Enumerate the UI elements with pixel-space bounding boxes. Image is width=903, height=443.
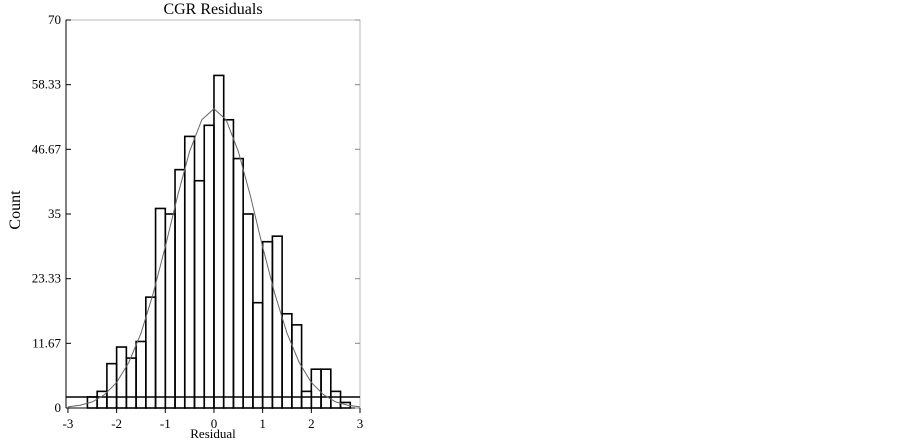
x-tick-label: -2 [111, 416, 122, 431]
y-axis-label: Count [7, 190, 24, 230]
histogram-bar [300, 390, 313, 409]
histogram-bar [252, 301, 264, 409]
y-tick-label: 46.67 [32, 141, 62, 156]
histogram-bar [213, 74, 225, 409]
histogram-bar [193, 179, 206, 409]
histogram-bar [329, 390, 342, 409]
histogram-bar [222, 118, 235, 409]
plot-frame [65, 19, 361, 409]
x-tick-label: 2 [308, 416, 315, 431]
histogram-bar [164, 213, 176, 409]
x-tick-label: 1 [259, 416, 266, 431]
y-tick-label: 11.67 [32, 335, 61, 350]
histogram-bar [310, 368, 322, 409]
histogram-bar [320, 368, 332, 409]
fit-curve [67, 108, 361, 408]
histogram-bar [281, 312, 293, 409]
histogram-bar [203, 124, 215, 409]
y-tick-label: 58.33 [32, 77, 61, 92]
histogram-bar [183, 135, 196, 409]
y-tick-label: 35 [48, 206, 61, 221]
x-tick-label: 0 [211, 416, 218, 431]
histogram-bar [291, 324, 303, 409]
x-tick-label: 3 [357, 416, 364, 431]
histogram-bar [135, 340, 147, 409]
y-tick-label: 70 [48, 12, 61, 27]
histogram-bar [174, 168, 186, 409]
histogram-bar [232, 157, 244, 409]
histogram-bar [154, 207, 167, 409]
histogram-bar [125, 357, 137, 409]
histogram-bar [115, 346, 128, 409]
x-tick-label: -3 [63, 416, 74, 431]
histogram-bar [242, 213, 254, 409]
x-axis-label: Residual [190, 426, 236, 441]
x-tick-label: -1 [160, 416, 171, 431]
histogram-bar [106, 362, 118, 409]
histogram-bar [271, 235, 283, 409]
y-tick-label: 23.33 [32, 271, 61, 286]
chart-title: CGR Residuals [163, 1, 262, 18]
y-tick-label: 0 [55, 400, 62, 415]
